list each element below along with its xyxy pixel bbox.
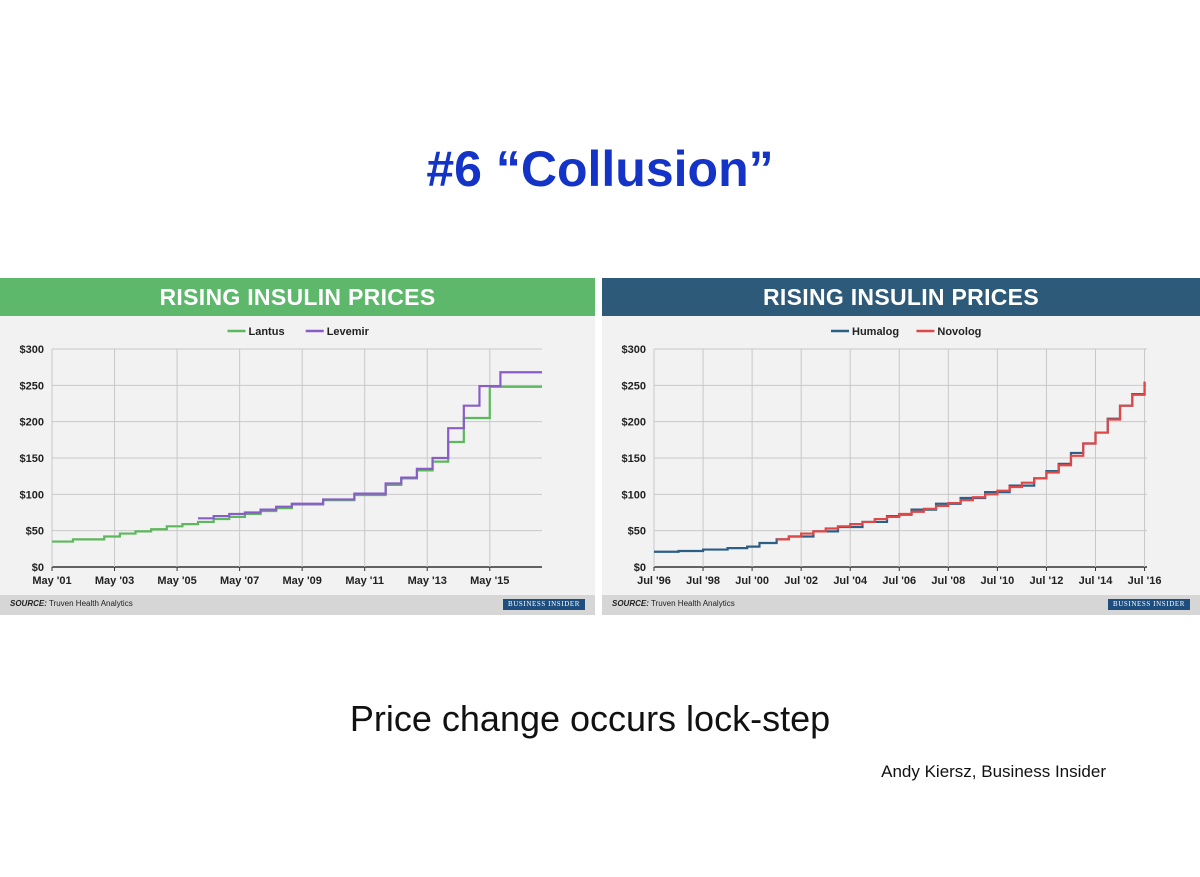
y-tick-label: $200	[20, 417, 44, 429]
y-tick-label: $100	[622, 489, 646, 501]
x-tick-label: May '05	[157, 575, 196, 587]
y-tick-label: $250	[20, 380, 44, 392]
brand-logo: BUSINESS INSIDER	[502, 599, 585, 610]
source-label: SOURCE:	[612, 599, 649, 608]
x-tick-label: Jul '08	[931, 575, 965, 587]
x-tick-label: Jul '16	[1128, 575, 1162, 587]
chart-title: RISING INSULIN PRICES	[0, 278, 595, 316]
x-tick-label: May '13	[408, 575, 447, 587]
x-tick-label: Jul '12	[1030, 575, 1064, 587]
x-tick-label: Jul '98	[686, 575, 720, 587]
y-tick-label: $150	[622, 453, 646, 465]
y-tick-label: $0	[634, 562, 646, 574]
y-tick-label: $100	[20, 489, 44, 501]
brand-logo: BUSINESS INSIDER	[1107, 599, 1190, 610]
y-tick-label: $200	[622, 417, 646, 429]
x-tick-label: May '15	[470, 575, 509, 587]
x-tick-label: May '01	[32, 575, 71, 587]
x-tick-label: Jul '04	[833, 575, 868, 587]
x-tick-label: Jul '14	[1079, 575, 1114, 587]
y-tick-label: $0	[32, 562, 44, 574]
x-tick-label: Jul '10	[980, 575, 1014, 587]
chart-footer: SOURCE: Truven Health Analytics BUSINESS…	[0, 595, 595, 615]
chart-footer: SOURCE: Truven Health Analytics BUSINESS…	[602, 595, 1200, 615]
series-line-levemir	[198, 371, 542, 520]
source-label: SOURCE:	[10, 599, 47, 608]
chart-plot-right: $0 $50 $100 $150 $200 $250 $300 Jul '96 Jul '98 J…	[602, 316, 1200, 595]
slide-credit: Andy Kiersz, Business Insider	[881, 762, 1106, 781]
plot-background	[0, 316, 595, 595]
x-tick-label: May '03	[95, 575, 134, 587]
y-tick-label: $300	[622, 344, 646, 356]
source-note: SOURCE: Truven Health Analytics	[612, 599, 735, 608]
x-tick-label: Jul '02	[784, 575, 818, 587]
x-tick-label: Jul '00	[735, 575, 769, 587]
source-text: Truven Health Analytics	[650, 599, 735, 608]
y-tick-label: $150	[20, 453, 44, 465]
x-tick-label: May '11	[345, 575, 384, 587]
chart-plot-left: $0 $50 $100 $150 $200 $250 $300 May '01 May '03 M…	[0, 316, 595, 595]
legend-label: Levemir	[327, 326, 370, 338]
chart-panel-right: RISING INSULIN PRICES $0 $50 $100 $150 $200 $…	[602, 278, 1200, 615]
x-tick-label: May '07	[220, 575, 259, 587]
y-tick-label: $50	[26, 526, 44, 538]
x-tick-label: Jul '96	[637, 575, 671, 587]
slide-caption: Price change occurs lock-step	[349, 698, 831, 739]
legend-label: Humalog	[852, 326, 899, 338]
chart-title: RISING INSULIN PRICES	[602, 278, 1200, 316]
source-note: SOURCE: Truven Health Analytics	[10, 599, 133, 608]
y-tick-label: $300	[20, 344, 44, 356]
slide-title: #6 “Collusion”	[426, 141, 774, 197]
plot-background	[602, 316, 1200, 595]
y-tick-label: $250	[622, 380, 646, 392]
x-tick-label: Jul '06	[882, 575, 916, 587]
legend-label: Novolog	[937, 326, 981, 338]
source-text: Truven Health Analytics	[48, 599, 133, 608]
y-tick-label: $50	[628, 526, 646, 538]
series-line-novolog	[776, 381, 1146, 541]
chart-panel-left: RISING INSULIN PRICES $0 $50 $100 $150 $200 $…	[0, 278, 595, 615]
legend-label: Lantus	[249, 326, 285, 338]
x-tick-label: May '09	[283, 575, 322, 587]
